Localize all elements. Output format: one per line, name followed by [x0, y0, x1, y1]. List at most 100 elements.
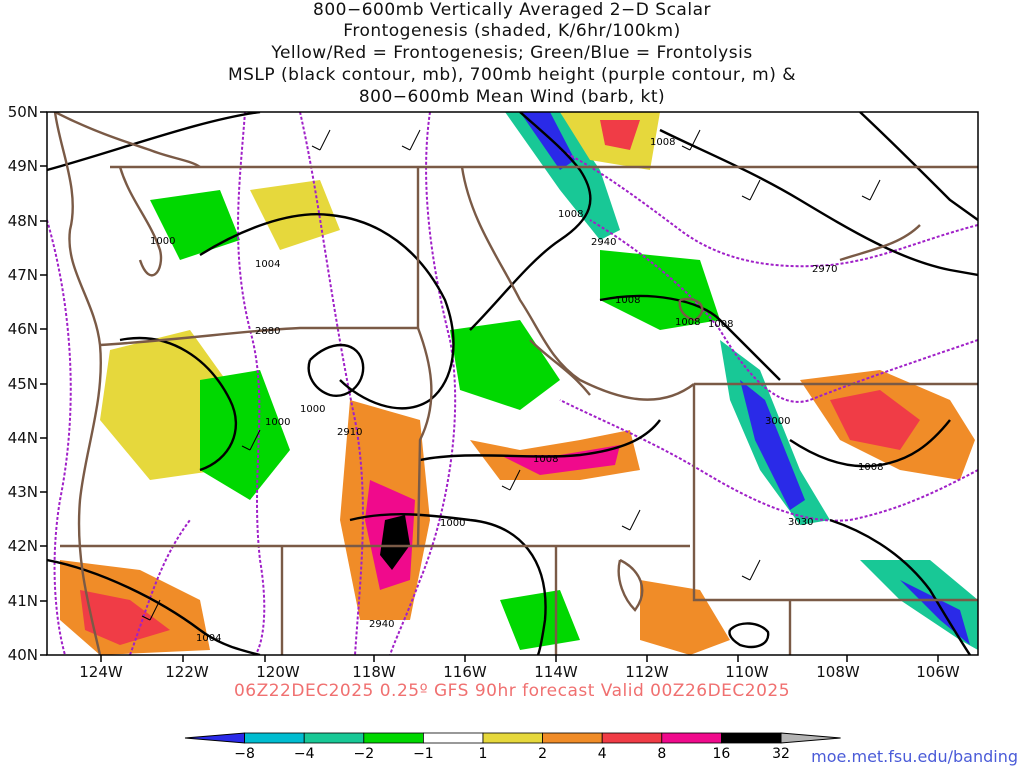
height-label: 3030 — [788, 517, 813, 528]
mslp-label: 1008 — [650, 137, 675, 148]
height-contour-3030 — [559, 399, 978, 522]
mslp-contour-1000-south — [349, 513, 547, 655]
wind-barb — [141, 599, 161, 621]
lat-label: 44N — [8, 429, 38, 447]
great-salt-lake — [617, 558, 644, 612]
height-label: 2940 — [591, 237, 616, 248]
lat-label: 49N — [8, 157, 38, 175]
lon-label: 124W — [79, 663, 123, 681]
lat-label: 45N — [8, 375, 38, 393]
colorbar-tick-label: −4 — [294, 746, 315, 762]
mslp-contour-1008-ne — [659, 128, 978, 277]
valid-time-label: 06Z22DEC2025 0.25º GFS 90hr forecast Val… — [233, 681, 791, 701]
mslp-contour-1008-wyoming — [789, 419, 951, 468]
lat-label: 50N — [8, 103, 38, 121]
colorbar-segment — [363, 732, 424, 744]
wind-barb — [501, 469, 521, 491]
mslp-contour-1008-north — [47, 112, 261, 172]
lon-label: 114W — [534, 663, 578, 681]
contour-labels: 1008 1008 1008 1008 1004 1000 1000 1000 … — [150, 137, 883, 644]
frontolysis-weak-nevada — [500, 590, 580, 650]
frontolysis-core-north — [520, 112, 575, 170]
lon-label: 110W — [725, 663, 769, 681]
frontogenesis-max — [380, 515, 410, 570]
mslp-contour-1008-central — [469, 112, 592, 331]
lat-label: 40N — [8, 646, 38, 664]
lat-label: 41N — [8, 592, 38, 610]
height-contour-3000 — [589, 219, 978, 403]
colorbar-segment — [601, 732, 663, 744]
colorbar-tick-label: −1 — [413, 746, 434, 762]
title-line-3: Yellow/Red = Frontogenesis; Green/Blue =… — [271, 43, 753, 63]
mslp-label: 1000 — [265, 417, 290, 428]
mslp-label: 1008 — [615, 295, 640, 306]
map-plot-area: 1008 1008 1008 1008 1004 1000 1000 1000 … — [47, 112, 978, 655]
colorbar-segment — [244, 732, 305, 744]
ne-wavy-border — [839, 224, 921, 262]
mslp-label: 1008 — [675, 317, 700, 328]
wind-barb — [401, 129, 421, 151]
colorbar-tick-label: 32 — [772, 746, 790, 762]
mslp-contour-1008-montana — [599, 294, 781, 381]
lon-label: 108W — [816, 663, 860, 681]
title-line-2: Frontogenesis (shaded, K/6hr/100km) — [343, 21, 681, 41]
colorbar-segment — [482, 732, 543, 744]
mslp-label: 1008 — [558, 209, 583, 220]
lat-label: 48N — [8, 212, 38, 230]
lon-label: 122W — [165, 663, 209, 681]
mslp-contour-ne-corner — [859, 112, 978, 221]
height-contour-2970 — [559, 149, 978, 268]
longitude-labels: 124W 122W 120W 118W 116W 114W 112W 110W … — [79, 663, 960, 681]
lon-label: 116W — [443, 663, 487, 681]
colorbar-segment — [721, 732, 782, 744]
lat-label: 43N — [8, 483, 38, 501]
wind-barb — [741, 179, 761, 201]
colorbar-segment — [422, 732, 484, 744]
frontolysis-band-se — [860, 560, 978, 650]
frontolysis-core-east — [740, 380, 805, 510]
colorbar-tick-label: 4 — [598, 746, 607, 762]
wind-barb — [241, 429, 261, 451]
lat-label: 42N — [8, 537, 38, 555]
mslp-label: 1008 — [858, 462, 883, 473]
mslp-label: 1008 — [708, 319, 733, 330]
borders — [53, 112, 978, 655]
yellowstone-lake — [678, 297, 704, 322]
colorbar-segment — [542, 732, 603, 744]
frontogenesis-shading — [60, 112, 978, 655]
idaho-river — [529, 339, 591, 396]
wind-barb — [621, 509, 641, 531]
wind-barbs — [141, 129, 881, 621]
colorbar-segment — [303, 732, 365, 744]
mslp-label: 1004 — [255, 259, 280, 270]
lon-label: 106W — [916, 663, 960, 681]
colorbar-segment — [661, 732, 722, 744]
mslp-contour-high-se — [728, 622, 770, 649]
longitude-axis — [100, 655, 939, 662]
mslp-contour-1004-sw — [47, 558, 261, 655]
latitude-axis — [40, 111, 47, 656]
puget-sound-coast — [118, 166, 163, 277]
wa-or-border — [99, 326, 418, 347]
colorbar-tick-label: −8 — [234, 746, 255, 762]
height-contour-2880 — [237, 112, 266, 655]
lon-label: 120W — [256, 663, 300, 681]
wind-barb — [861, 179, 881, 201]
mslp-label: 1004 — [196, 633, 221, 644]
frontogenesis-core-north — [600, 120, 640, 150]
frontogenesis-core-wyoming — [830, 390, 920, 450]
mslp-contour-1004 — [199, 213, 455, 410]
mslp-label: 1008 — [533, 454, 558, 465]
id-mt-border — [460, 166, 695, 401]
wind-barb — [681, 129, 701, 151]
or-id-border — [416, 327, 433, 547]
mslp-label: 1000 — [440, 518, 465, 529]
title-line-4: MSLP (black contour, mb), 700mb height (… — [227, 65, 797, 85]
frontolysis-band-north — [505, 112, 620, 240]
colorbar-arrow-high — [780, 732, 841, 744]
frontogenesis-band-utah — [640, 580, 730, 655]
frontolysis-weak-wa — [150, 190, 240, 260]
colorbar-tick-label: 16 — [712, 746, 730, 762]
credit-link[interactable]: moe.met.fsu.edu/banding — [811, 747, 1018, 766]
height-label: 2910 — [337, 427, 362, 438]
